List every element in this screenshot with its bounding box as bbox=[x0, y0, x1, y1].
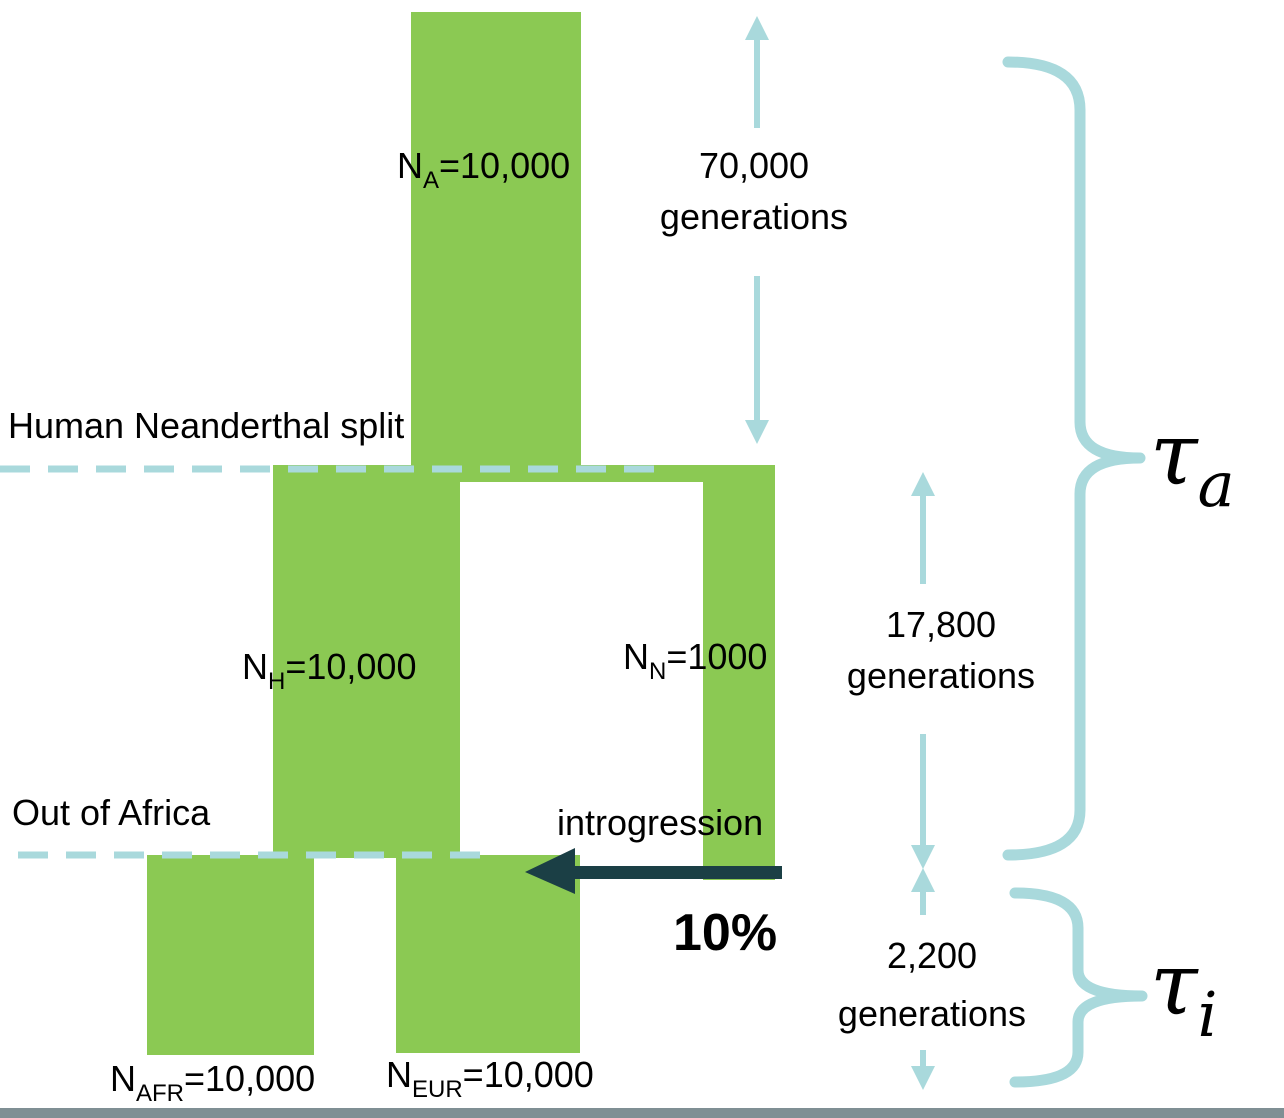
human-population-label: NH=10,000 bbox=[242, 646, 416, 695]
african-population-label: NAFR=10,000 bbox=[110, 1058, 315, 1107]
population-blocks bbox=[147, 12, 775, 1055]
introgression-fraction: 10% bbox=[673, 904, 777, 962]
bottom-border bbox=[0, 1108, 1284, 1118]
duration-arrows bbox=[745, 15, 935, 1090]
human-population-block bbox=[273, 465, 460, 858]
introgression-arrow bbox=[525, 848, 782, 894]
introgression-label: introgression bbox=[557, 802, 763, 843]
tau-a-label: τa bbox=[1150, 405, 1235, 521]
bottom-duration-unit: generations bbox=[838, 993, 1026, 1034]
out-of-africa-label: Out of Africa bbox=[12, 792, 211, 833]
tau-i-label: τi bbox=[1150, 935, 1217, 1051]
top-duration-unit: generations bbox=[660, 196, 848, 237]
middle-duration-value: 17,800 bbox=[886, 604, 996, 645]
middle-duration-unit: generations bbox=[847, 655, 1035, 696]
bottom-duration-value: 2,200 bbox=[887, 935, 977, 976]
split-event-label: Human Neanderthal split bbox=[8, 405, 404, 446]
tau-i-brace bbox=[1009, 887, 1148, 1088]
european-population-block bbox=[396, 855, 580, 1053]
european-population-label: NEUR=10,000 bbox=[386, 1054, 594, 1103]
neanderthal-population-label: NN=1000 bbox=[623, 636, 767, 685]
ancestral-population-label: NA=10,000 bbox=[397, 145, 570, 194]
ancestral-population-block bbox=[411, 12, 581, 472]
top-duration-value: 70,000 bbox=[699, 145, 809, 186]
neanderthal-population-block bbox=[703, 465, 775, 880]
tau-a-brace bbox=[1002, 56, 1146, 861]
african-population-block bbox=[147, 855, 314, 1055]
